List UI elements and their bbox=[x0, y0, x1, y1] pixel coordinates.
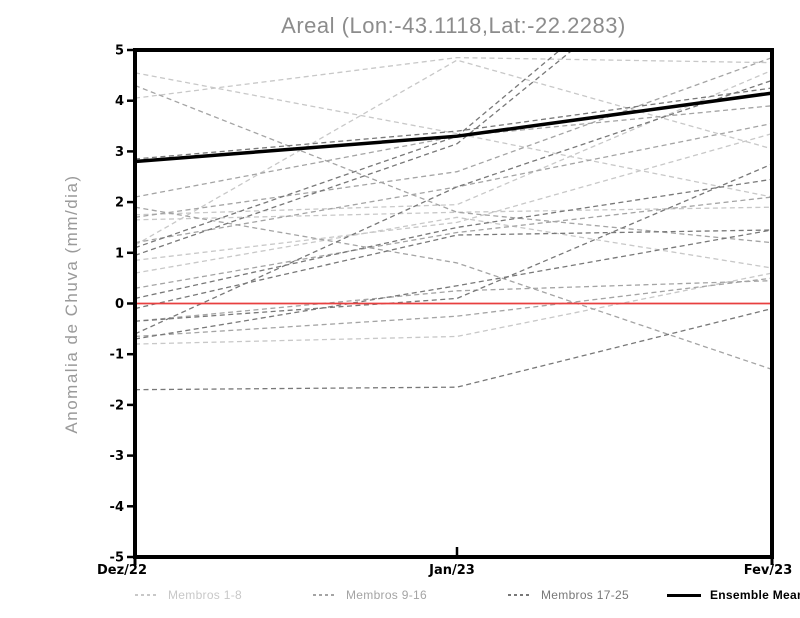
member-line-group-1 bbox=[135, 56, 772, 99]
y-tick-label: 2 bbox=[115, 196, 124, 211]
legend-label: Ensemble Mean bbox=[710, 588, 800, 602]
y-tick-label: -5 bbox=[110, 551, 124, 566]
member-line-group-1 bbox=[135, 272, 772, 345]
legend-item-membros-9-16: Membros 9-16 bbox=[313, 588, 427, 602]
x-tick-label: Dez/22 bbox=[97, 563, 147, 578]
legend-label: Membros 17-25 bbox=[541, 588, 629, 602]
y-tick-label: 1 bbox=[115, 246, 124, 261]
member-line-group-2 bbox=[135, 105, 772, 198]
member-line-group-1 bbox=[135, 69, 772, 216]
y-tick-label: 5 bbox=[115, 44, 124, 59]
member-line-group-3 bbox=[135, 229, 772, 340]
y-tick-label: 0 bbox=[115, 297, 124, 312]
member-line-group-3 bbox=[135, 307, 772, 391]
x-tick-label: Jan/23 bbox=[428, 563, 475, 578]
legend-label: Membros 9-16 bbox=[346, 588, 427, 602]
member-line-group-3 bbox=[135, 87, 772, 160]
member-line-group-2 bbox=[135, 280, 772, 322]
member-line-group-2 bbox=[135, 84, 772, 244]
chart-title: Areal (Lon:-43.1118,Lat:-22.2283) bbox=[281, 13, 626, 38]
member-line-group-2 bbox=[135, 196, 772, 289]
ensemble-mean-line bbox=[135, 91, 772, 164]
membros-17-25-line-swatch bbox=[508, 594, 532, 596]
member-line-group-3 bbox=[135, 178, 772, 300]
y-tick-label: -3 bbox=[110, 449, 124, 464]
x-tick-label: Fev/23 bbox=[744, 563, 792, 578]
y-tick-label: 3 bbox=[115, 145, 124, 160]
membros-9-16-line-swatch bbox=[313, 594, 337, 596]
member-line-group-3 bbox=[135, 50, 574, 256]
plot-border bbox=[133, 48, 774, 559]
y-tick-label: 4 bbox=[115, 94, 124, 109]
y-tick-label: -4 bbox=[110, 500, 124, 515]
membros-1-8-line-swatch bbox=[135, 594, 159, 596]
legend-item-membros-17-25: Membros 17-25 bbox=[508, 588, 629, 602]
member-line-group-1 bbox=[135, 133, 772, 262]
legend-item-ensemble-mean: Ensemble Mean bbox=[667, 588, 800, 602]
legend-label: Membros 1-8 bbox=[168, 588, 242, 602]
y-tick-label: -2 bbox=[110, 398, 124, 413]
member-line-group-1 bbox=[135, 59, 772, 246]
y-tick-label: -1 bbox=[110, 348, 124, 363]
member-line-group-2 bbox=[135, 56, 772, 218]
ensemble-mean-line-swatch bbox=[667, 593, 701, 597]
member-line-group-3 bbox=[135, 229, 772, 310]
member-line-group-2 bbox=[135, 206, 772, 371]
member-line-group-1 bbox=[135, 72, 772, 198]
legend-item-membros-1-8: Membros 1-8 bbox=[135, 588, 242, 602]
member-line-group-2 bbox=[135, 122, 772, 244]
member-line-group-1 bbox=[135, 216, 772, 274]
